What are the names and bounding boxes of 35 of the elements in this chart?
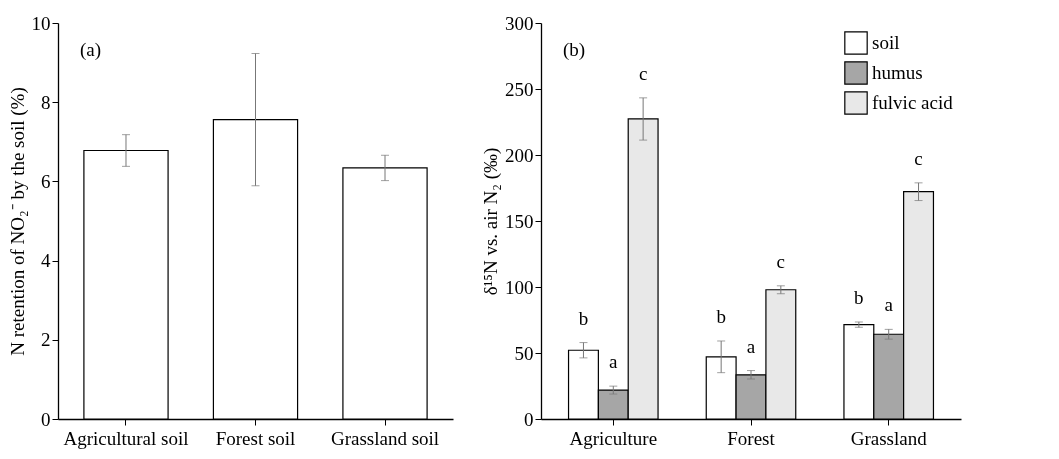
x-tick-label: Forest soil [215,427,296,449]
y-tick-label: 200 [505,144,534,166]
data-label: a [884,294,894,316]
y-tick-label: 100 [505,276,534,298]
y-tick-label: 0 [41,408,51,430]
y-tick-label: 2 [41,329,51,351]
data-label: b [716,305,726,327]
legend-label: humus [872,62,923,83]
y-tick-label: 10 [31,12,51,34]
x-tick-label: Agricultural soil [63,427,189,449]
x-tick-label: Grassland soil [330,427,440,449]
x-tick-label: Forest [727,427,776,449]
y-tick-label: 6 [41,170,51,192]
data-label: a [609,351,619,373]
data-label: b [578,307,589,329]
x-tick-label: Grassland [850,427,928,449]
legend-label: fulvic acid [872,92,954,113]
data-label: c [638,62,648,84]
annotation: (a) [80,39,102,61]
y-tick-label: 0 [524,408,534,430]
legend-label: soil [872,32,900,53]
data-label: c [914,147,923,169]
y-axis-title: δ¹⁵N vs. air N₂ (‰) [480,147,502,296]
y-tick-label: 50 [514,342,534,364]
y-tick-label: 4 [41,250,51,272]
y-axis-title: N retention of NO₂⁻ by the soil (%) [6,87,29,356]
annotation: (b) [563,39,586,61]
y-tick-label: 8 [41,91,51,113]
x-tick-label: Agriculture [569,427,658,449]
data-label: b [854,286,864,308]
data-label: a [746,335,756,357]
y-tick-label: 250 [505,78,534,100]
data-label: c [776,250,786,272]
y-tick-label: 150 [505,210,534,232]
y-tick-label: 300 [505,12,534,34]
